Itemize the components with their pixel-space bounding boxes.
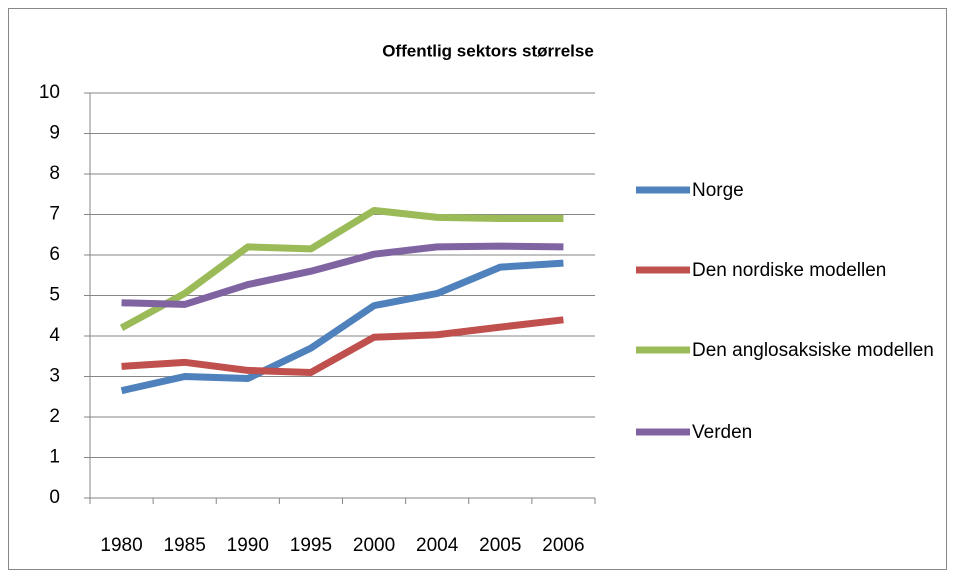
x-tick-label: 2004	[416, 535, 459, 556]
y-tick-label: 8	[49, 163, 60, 184]
chart-frame	[8, 8, 947, 570]
x-tick-label: 1985	[164, 535, 206, 556]
x-tick-label: 1990	[227, 535, 269, 556]
legend-label: Den nordiske modellen	[692, 260, 887, 281]
legend-label: Verden	[692, 422, 753, 443]
y-tick-label: 2	[49, 406, 60, 427]
x-tick-label: 1980	[100, 535, 142, 556]
legend-label: Den anglosaksiske modellen	[692, 340, 934, 361]
y-tick-label: 3	[49, 366, 60, 387]
y-tick-label: 6	[49, 244, 60, 265]
y-tick-label: 7	[49, 204, 60, 225]
series-line	[119, 206, 564, 331]
y-tick-label: 1	[49, 447, 60, 468]
series-line	[120, 259, 564, 395]
y-tick-label: 0	[49, 487, 60, 508]
series-line	[121, 316, 564, 376]
series-line	[121, 242, 564, 308]
y-tick-label: 4	[49, 325, 60, 346]
y-tick-label: 9	[49, 123, 60, 144]
x-tick-label: 2006	[542, 535, 584, 556]
y-tick-label: 5	[49, 285, 60, 306]
chart-title: Offentlig sektors størrelse	[382, 41, 594, 60]
legend-label: Norge	[692, 180, 744, 201]
x-tick-label: 2005	[479, 535, 521, 556]
x-tick-label: 2000	[353, 535, 395, 556]
x-tick-label: 1995	[290, 535, 332, 556]
y-tick-label: 10	[39, 82, 60, 103]
